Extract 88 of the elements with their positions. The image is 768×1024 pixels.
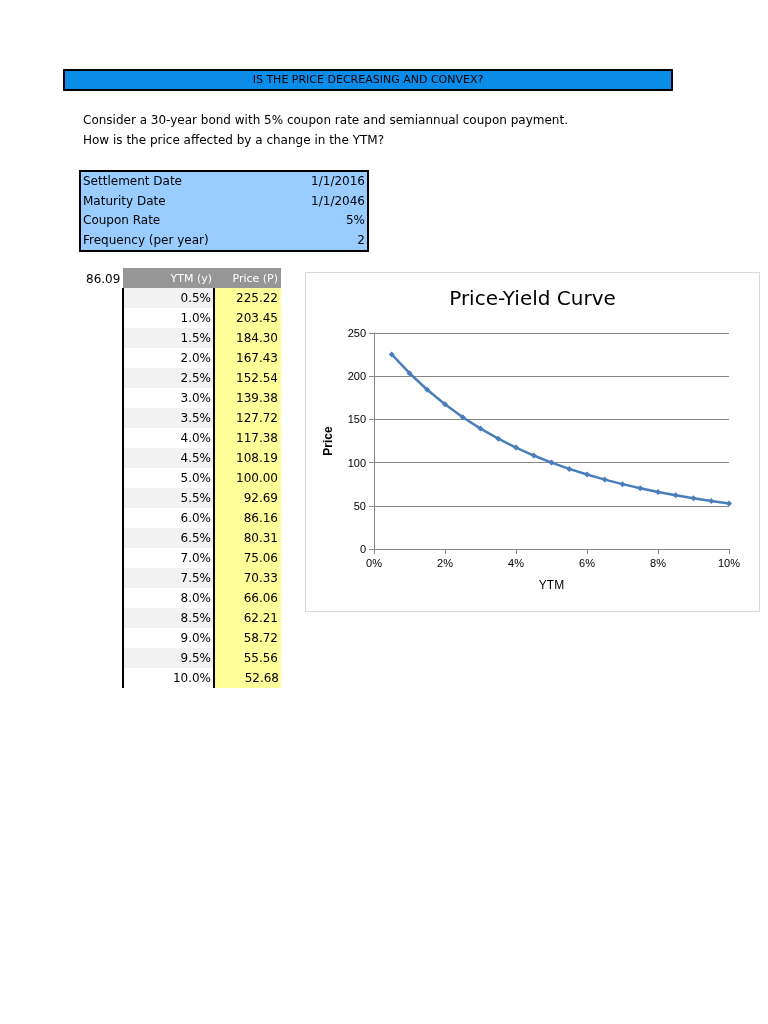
text: 9.5% — [123, 648, 214, 668]
point — [442, 401, 448, 408]
text: 5% — [345, 212, 365, 229]
text: 92.69 — [214, 488, 281, 508]
x-tick-label: 10% — [717, 556, 741, 569]
text: 2.5% — [123, 368, 214, 388]
point — [637, 485, 644, 492]
text: How is the price affected by a change in the YTM? — [83, 133, 385, 147]
point — [584, 471, 590, 478]
point — [495, 435, 502, 442]
text: 4.5% — [123, 448, 214, 468]
text: 5.0% — [123, 468, 214, 488]
text: 10.0% — [123, 668, 214, 688]
y-tick-label: 200 — [347, 370, 366, 383]
point — [388, 351, 395, 358]
text: 203.45 — [214, 308, 281, 328]
text: 1.0% — [123, 308, 214, 328]
point — [601, 476, 608, 483]
text: 7.0% — [123, 548, 214, 568]
text: 6.5% — [123, 528, 214, 548]
x-tick-label: 2% — [437, 556, 454, 569]
text: 108.19 — [214, 448, 281, 468]
point — [690, 495, 697, 502]
text: 6.0% — [123, 508, 214, 528]
text: Maturity Date — [83, 192, 166, 210]
text: 5.5% — [123, 488, 214, 508]
text: YTM (y) — [123, 268, 214, 288]
point — [566, 465, 573, 472]
text: 52.68 — [214, 668, 281, 688]
y-axis-title: Price — [321, 426, 335, 456]
text: 66.06 — [214, 588, 281, 608]
point — [477, 425, 484, 432]
text: IS THE PRICE DECREASING AND CONVEX? — [63, 69, 673, 91]
x-tick-label: 0% — [366, 556, 383, 569]
text: 62.21 — [214, 608, 281, 628]
text: 2.0% — [123, 348, 214, 368]
text: 184.30 — [214, 328, 281, 348]
text: 70.33 — [214, 568, 281, 588]
text: 3.0% — [123, 388, 214, 408]
y-tick-label: 50 — [353, 499, 366, 512]
x-tick-label: 8% — [650, 556, 667, 569]
point — [672, 492, 679, 499]
point — [406, 370, 413, 377]
point — [459, 414, 466, 421]
text: 8.0% — [123, 588, 214, 608]
point — [619, 481, 626, 488]
x-tick-label: 4% — [508, 556, 525, 569]
text: Frequency (per year) — [83, 231, 209, 249]
text: 100.00 — [214, 468, 281, 488]
x-axis-title: YTM — [538, 578, 565, 592]
text: 9.0% — [123, 628, 214, 648]
text: 75.06 — [214, 548, 281, 568]
point — [726, 500, 732, 507]
text: 3.5% — [123, 408, 214, 428]
text: 80.31 — [214, 528, 281, 548]
text: 117.38 — [214, 428, 281, 448]
text: 1/1/2046 — [311, 192, 365, 210]
text: 0.5% — [123, 288, 214, 308]
text: 1/1/2016 — [311, 173, 365, 190]
point — [424, 386, 431, 393]
chart-title: Price-Yield Curve — [449, 286, 616, 310]
text: Coupon Rate — [83, 212, 161, 229]
point — [530, 452, 537, 459]
text: Price (P) — [214, 268, 281, 288]
text: Consider a 30-year bond with 5% coupon rate and semiannual coupon payment. — [83, 113, 568, 127]
text: 152.54 — [214, 368, 281, 388]
y-tick-label: 250 — [347, 327, 366, 339]
text: 8.5% — [123, 608, 214, 628]
y-tick-label: 0 — [359, 543, 366, 555]
text: 7.5% — [123, 568, 214, 588]
text: 2 — [357, 231, 365, 249]
text: 127.72 — [214, 408, 281, 428]
text: 58.72 — [214, 628, 281, 648]
point — [513, 444, 519, 451]
text: 225.22 — [214, 288, 281, 308]
text: 4.0% — [123, 428, 214, 448]
text: 86.16 — [214, 508, 281, 528]
text: 86.09 — [86, 272, 121, 286]
y-tick-label: 100 — [347, 456, 366, 469]
point — [548, 459, 555, 466]
x-tick-label: 6% — [579, 556, 596, 569]
point — [655, 488, 661, 495]
text: 139.38 — [214, 388, 281, 408]
text: Settlement Date — [83, 173, 183, 190]
text: 55.56 — [214, 648, 281, 668]
text: 1.5% — [123, 328, 214, 348]
text: 167.43 — [214, 348, 281, 368]
y-tick-label: 150 — [347, 413, 366, 426]
